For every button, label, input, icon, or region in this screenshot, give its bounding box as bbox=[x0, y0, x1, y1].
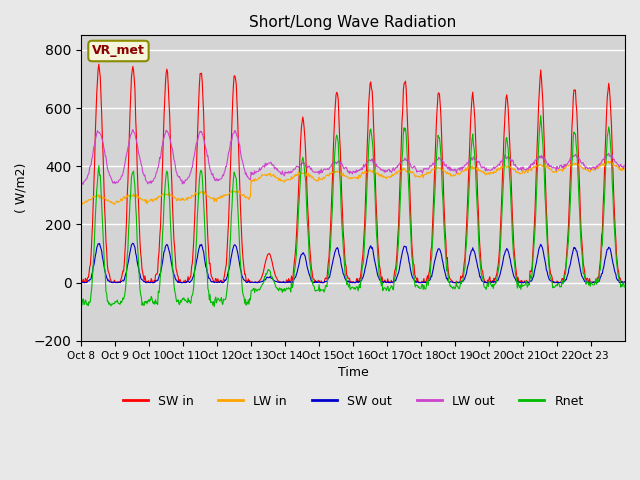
SW in bbox=[243, 278, 250, 284]
Y-axis label: ( W/m2): ( W/m2) bbox=[15, 163, 28, 213]
SW out bbox=[77, 279, 85, 285]
Text: VR_met: VR_met bbox=[92, 45, 145, 58]
SW out bbox=[290, 277, 298, 283]
LW in bbox=[269, 172, 276, 178]
LW out bbox=[143, 178, 150, 184]
SW out bbox=[129, 240, 137, 246]
LW in bbox=[605, 158, 612, 164]
Rnet bbox=[269, 274, 276, 280]
X-axis label: Time: Time bbox=[338, 366, 369, 379]
SW in bbox=[269, 264, 277, 270]
Line: SW out: SW out bbox=[81, 243, 624, 283]
SW in bbox=[77, 279, 85, 285]
LW in bbox=[440, 168, 447, 174]
SW in bbox=[78, 280, 86, 286]
SW out bbox=[243, 279, 250, 285]
Rnet bbox=[289, 283, 297, 288]
LW in bbox=[78, 202, 86, 207]
SW out bbox=[440, 267, 448, 273]
LW in bbox=[289, 175, 297, 180]
Rnet bbox=[620, 284, 628, 290]
LW out bbox=[243, 170, 250, 176]
LW in bbox=[410, 170, 417, 176]
SW out bbox=[410, 276, 418, 282]
LW out bbox=[620, 163, 628, 168]
Line: LW in: LW in bbox=[81, 161, 624, 204]
SW in bbox=[143, 280, 150, 286]
LW in bbox=[241, 195, 249, 201]
LW out bbox=[129, 127, 137, 132]
SW in bbox=[410, 262, 418, 267]
Rnet bbox=[241, 296, 249, 302]
Rnet bbox=[410, 270, 417, 276]
Line: SW in: SW in bbox=[81, 64, 624, 283]
LW in bbox=[77, 200, 85, 206]
LW out bbox=[440, 162, 448, 168]
Rnet bbox=[77, 299, 85, 305]
LW out bbox=[410, 163, 418, 169]
SW out bbox=[80, 280, 88, 286]
SW out bbox=[143, 280, 150, 286]
LW out bbox=[290, 166, 298, 172]
LW out bbox=[269, 162, 277, 168]
Rnet bbox=[440, 218, 447, 224]
SW out bbox=[620, 279, 628, 285]
Title: Short/Long Wave Radiation: Short/Long Wave Radiation bbox=[250, 15, 457, 30]
LW out bbox=[79, 181, 86, 187]
LW out bbox=[77, 180, 85, 186]
SW in bbox=[440, 212, 448, 218]
Rnet bbox=[211, 304, 218, 310]
Legend: SW in, LW in, SW out, LW out, Rnet: SW in, LW in, SW out, LW out, Rnet bbox=[118, 390, 589, 413]
SW in bbox=[620, 279, 628, 285]
Line: Rnet: Rnet bbox=[81, 116, 624, 307]
LW in bbox=[620, 167, 628, 172]
SW in bbox=[95, 61, 102, 67]
Rnet bbox=[141, 299, 148, 304]
SW out bbox=[269, 277, 277, 283]
Rnet bbox=[537, 113, 545, 119]
LW in bbox=[141, 200, 149, 205]
Line: LW out: LW out bbox=[81, 130, 624, 184]
SW in bbox=[290, 267, 298, 273]
